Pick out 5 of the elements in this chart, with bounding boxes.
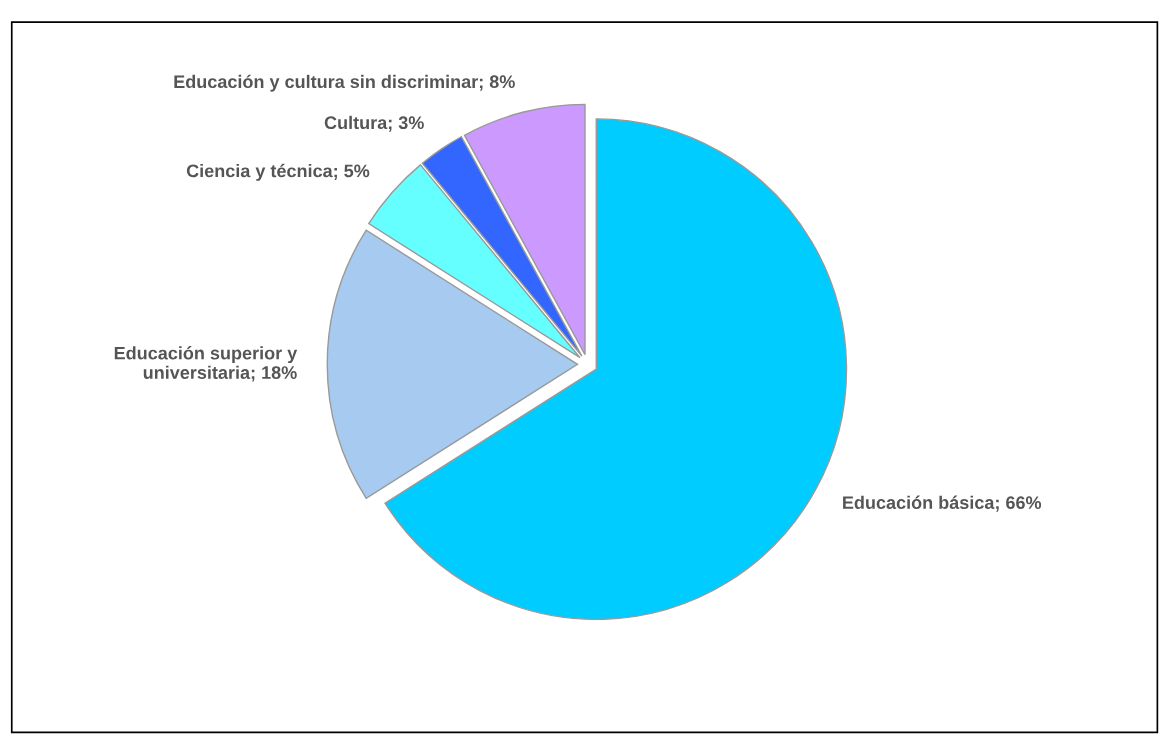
slice-label: Cultura; 3% xyxy=(324,115,424,132)
slice-label: Educación superior y universitaria; 18% xyxy=(114,346,298,382)
slice-label: Educación y cultura sin discriminar; 8% xyxy=(174,74,515,92)
slice-label: Ciencia y técnica; 5% xyxy=(186,163,370,181)
slice-label: Educación básica; 66% xyxy=(843,495,1042,512)
